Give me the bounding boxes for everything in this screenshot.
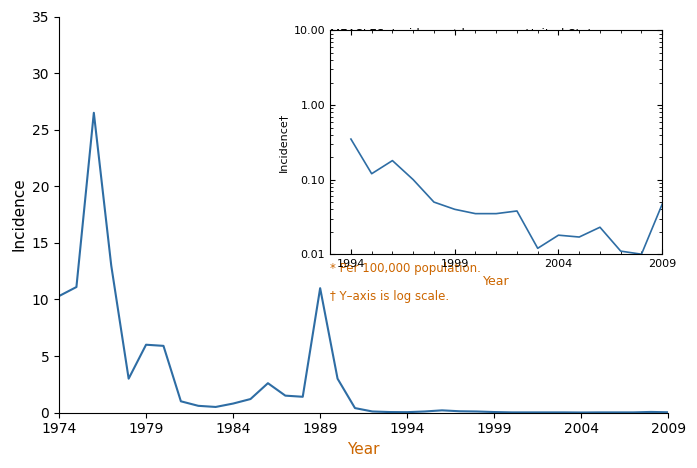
Text: MEASLES. Incidence,* by year — United States,
1994–2009: MEASLES. Incidence,* by year — United St… [330,29,610,57]
Text: † Y–axis is log scale.: † Y–axis is log scale. [330,290,450,303]
X-axis label: Year: Year [347,442,380,457]
Text: * Per 100,000 population.: * Per 100,000 population. [330,262,481,275]
Y-axis label: Incidence: Incidence [11,178,26,251]
